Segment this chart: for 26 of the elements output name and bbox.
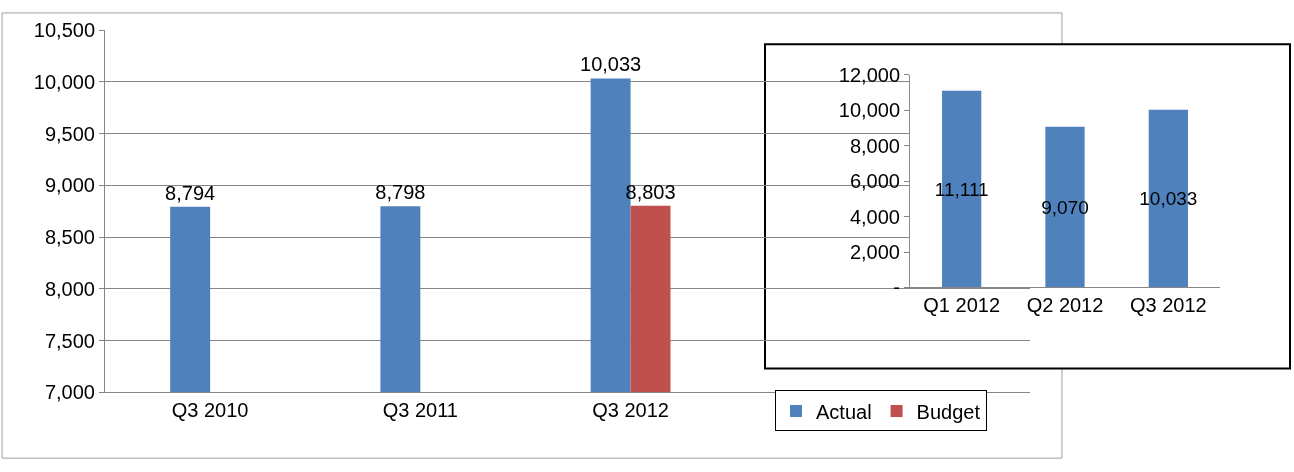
y-tick-label: 4,000	[849, 205, 900, 228]
x-tick-label: Q3 2011	[382, 399, 458, 422]
y-tick-label: 8,500	[44, 226, 95, 249]
legend-label: Budget	[916, 400, 981, 423]
y-tick-label: 10,000	[33, 70, 95, 93]
y-tick-label: 2,000	[849, 241, 900, 264]
y-tick-label: 6,000	[849, 170, 900, 193]
x-tick-label: Q3 2012	[1129, 294, 1207, 317]
x-tick-label: Q1 2012	[923, 294, 1001, 317]
data-label: 8,798	[375, 181, 426, 204]
y-tick-label: 7,500	[44, 329, 95, 352]
y-tick-label: 9,500	[44, 122, 95, 145]
data-label: 8,794	[165, 181, 216, 204]
x-tick-label: Q2 2012	[1026, 294, 1104, 317]
y-tick-label: 8,000	[849, 134, 900, 157]
data-label: 10,033	[580, 53, 642, 76]
y-tick-label: 10,000	[838, 99, 900, 122]
y-tick-label: 7,000	[44, 381, 95, 404]
y-tick-label: 12,000	[838, 63, 900, 86]
x-tick-label: Q3 2010	[171, 399, 249, 422]
y-tick-label: 8,000	[44, 277, 95, 300]
y-tick-label: -	[893, 276, 900, 299]
y-tick-label: 10,500	[33, 19, 95, 42]
y-tick-label: 9,000	[44, 174, 95, 197]
x-tick-label: Q3 2012	[592, 399, 669, 422]
legend-label: Actual	[816, 400, 872, 423]
